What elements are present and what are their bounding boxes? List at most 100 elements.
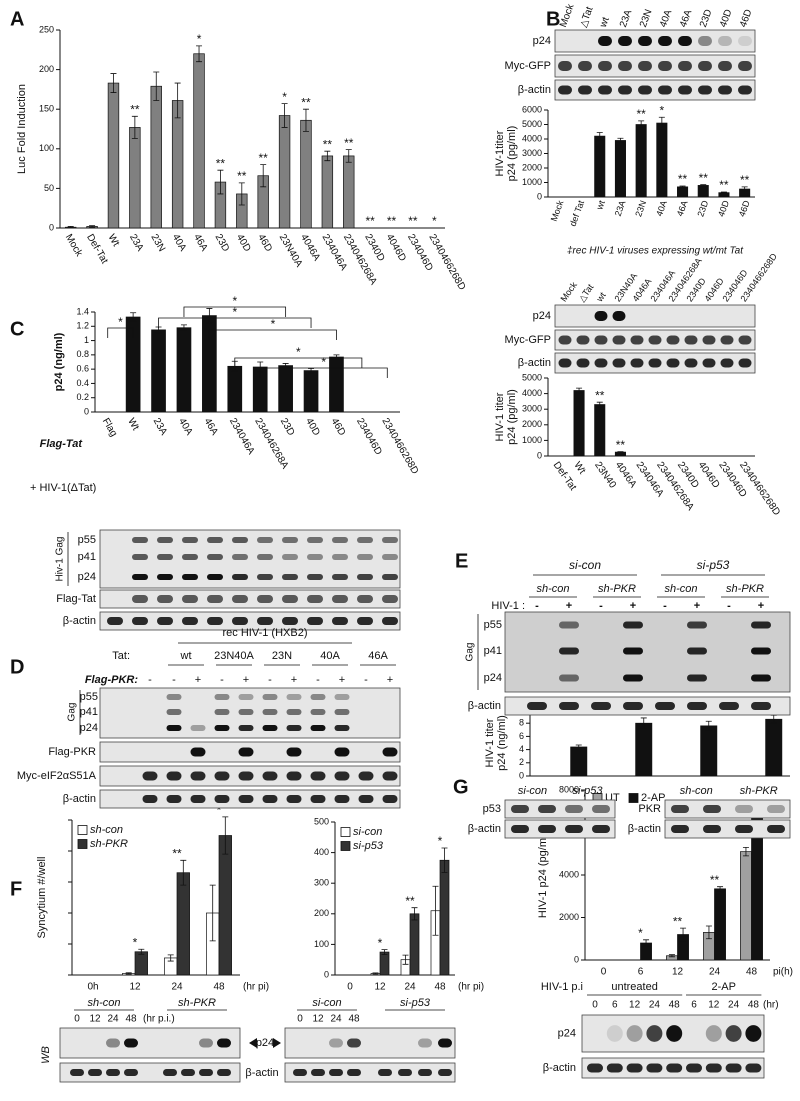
row-label: β-actin: [468, 823, 501, 835]
blot-band: [745, 1063, 762, 1073]
blot-band: [207, 554, 223, 560]
blot-band: [166, 794, 182, 804]
significance: **: [259, 151, 269, 165]
row-label: β-actin: [628, 823, 661, 835]
treatment-label: HIV-1 p.i: [541, 981, 583, 993]
lane-label: 6: [612, 1000, 618, 1011]
blot-band: [698, 61, 712, 71]
error-bar: [260, 164, 267, 188]
blot-band: [511, 824, 529, 834]
blot-band: [332, 574, 348, 580]
blot-band: [132, 594, 148, 604]
blot-band: [307, 554, 323, 560]
y-axis-label: HIV-1 p24 (pg/ml): [537, 832, 549, 918]
blot-band: [124, 1069, 138, 1076]
blot-band: [286, 794, 302, 804]
row-label: β-actin: [468, 700, 501, 712]
blot-band: [687, 647, 707, 655]
y-tick-label: 2000: [522, 162, 542, 172]
y-tick-label: 5000: [522, 372, 542, 382]
blot-band: [382, 537, 398, 543]
bar: [321, 155, 334, 229]
blot-band: [347, 1038, 361, 1048]
sign: +: [387, 674, 393, 686]
error-bar: [668, 954, 675, 958]
y-tick-label: 2000: [559, 912, 579, 922]
bar: [176, 327, 192, 413]
bar: [278, 115, 291, 229]
error-bar: [596, 132, 603, 141]
y-tick-label: 1: [84, 335, 89, 345]
blot-band: [703, 804, 721, 814]
sign: -: [148, 674, 152, 686]
error-bar: [643, 939, 650, 947]
blot-band: [199, 1069, 213, 1076]
sign: +: [243, 674, 249, 686]
error-bar: [281, 103, 288, 128]
group-label: sh-con: [664, 583, 697, 595]
y-tick-label: 150: [39, 104, 54, 114]
blot-band: [703, 824, 721, 834]
blot-band: [310, 725, 326, 731]
blot-band: [738, 358, 752, 368]
blot-band: [311, 1069, 325, 1076]
blot-band: [207, 616, 223, 626]
sign: +: [694, 600, 700, 612]
blot-band: [106, 1069, 120, 1076]
blot-band: [735, 804, 753, 814]
unit: (hr): [763, 1000, 779, 1011]
blot-band: [286, 709, 302, 715]
bar: [697, 185, 709, 198]
blot-band: [382, 616, 398, 626]
bar: [134, 951, 148, 976]
blot-band: [310, 694, 326, 700]
blot-band: [238, 794, 254, 804]
sign: +: [291, 674, 297, 686]
significance: **: [595, 388, 605, 402]
blot-band: [214, 709, 230, 715]
significance: *: [438, 834, 443, 848]
y-tick-label: 0: [519, 770, 524, 780]
blot-band: [591, 701, 611, 711]
error-bar: [741, 186, 748, 192]
row-label: β-actin: [245, 1067, 278, 1079]
blot-band: [257, 616, 273, 626]
legend-swatch: [77, 839, 88, 849]
bar: [594, 135, 606, 198]
blot-band: [576, 358, 590, 368]
blot-band: [626, 1063, 643, 1073]
bar: [740, 851, 752, 961]
blot-band: [630, 358, 644, 368]
blot-band: [666, 335, 680, 345]
blot-band: [378, 1069, 392, 1076]
blot-band: [207, 594, 223, 604]
error-bar: [705, 720, 712, 731]
blot-band: [190, 771, 206, 781]
blot-band: [718, 36, 732, 46]
blot-band: [576, 335, 590, 345]
blot-band: [190, 725, 206, 731]
error-bar: [372, 972, 379, 975]
error-bar: [680, 927, 687, 942]
bar: [227, 365, 243, 413]
blot-band: [334, 794, 350, 804]
blot-band: [286, 694, 302, 700]
row-label: β-actin: [543, 1062, 576, 1074]
significance: *: [232, 305, 237, 319]
significance: *: [282, 90, 287, 104]
blot-band: [347, 1069, 361, 1076]
arrow-right: [273, 1038, 281, 1048]
x-tick-label: 24: [709, 967, 721, 978]
blot-band: [157, 554, 173, 560]
blot-band: [232, 616, 248, 626]
blot-band: [666, 1063, 683, 1073]
group-label: 40A: [320, 650, 340, 662]
significance: *: [118, 315, 123, 329]
sign: -: [172, 674, 176, 686]
significance: **: [740, 173, 750, 187]
legend-label: 2-AP: [641, 792, 665, 804]
significance: **: [405, 894, 415, 908]
x-unit: (hr pi): [243, 982, 269, 993]
blot-band: [648, 335, 662, 345]
